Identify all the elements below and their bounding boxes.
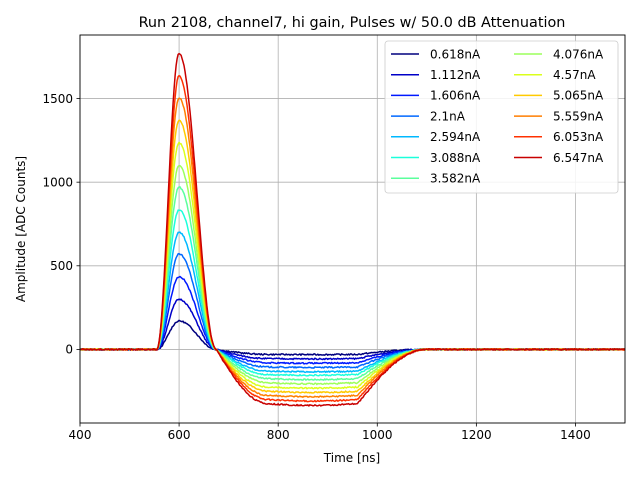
legend-label: 3.582nA xyxy=(430,172,481,186)
y-tick-label: 1500 xyxy=(42,92,73,106)
legend-label: 0.618nA xyxy=(430,47,481,61)
y-tick-label: 500 xyxy=(50,259,73,273)
legend-label: 1.606nA xyxy=(430,89,481,103)
y-axis-label: Amplitude [ADC Counts] xyxy=(14,156,28,302)
legend-label: 2.1nA xyxy=(430,109,466,123)
legend-label: 1.112nA xyxy=(430,68,481,82)
plot-series xyxy=(79,52,626,407)
x-axis-label: Time [ns] xyxy=(323,451,380,465)
series-line xyxy=(79,164,626,386)
legend: 0.618nA 1.112nA 1.606nA 2.1nA 2.594nA 3.088nA… xyxy=(384,40,619,194)
chart-title: Run 2108, channel7, hi gain, Pulses w/ 5… xyxy=(139,15,566,31)
series-line xyxy=(79,231,626,374)
x-tick-label: 1400 xyxy=(560,428,591,442)
x-tick-label: 1000 xyxy=(362,428,393,442)
y-tick-label: 1000 xyxy=(42,175,73,189)
y-tick-label: 0 xyxy=(65,343,73,357)
legend-label: 6.053nA xyxy=(553,130,604,144)
legend-label: 2.594nA xyxy=(430,130,481,144)
legend-label: 5.065nA xyxy=(553,89,604,103)
legend-box xyxy=(384,40,619,194)
legend-label: 3.088nA xyxy=(430,151,481,165)
series-line xyxy=(79,186,626,381)
plot-frame xyxy=(79,34,626,424)
legend-label: 6.547nA xyxy=(553,151,604,165)
legend-label: 5.559nA xyxy=(553,109,604,123)
x-tick-label: 1200 xyxy=(461,428,492,442)
series-line xyxy=(79,209,626,377)
legend-label: 4.076nA xyxy=(553,47,604,61)
x-tick-label: 800 xyxy=(267,428,290,442)
x-axis: 400 600 800 1000 1200 1400 xyxy=(69,423,591,442)
x-tick-label: 400 xyxy=(69,428,92,442)
series-line xyxy=(79,52,626,407)
y-axis: 0 500 1000 1500 xyxy=(42,92,80,357)
legend-label: 4.57nA xyxy=(553,68,596,82)
x-tick-label: 600 xyxy=(168,428,191,442)
